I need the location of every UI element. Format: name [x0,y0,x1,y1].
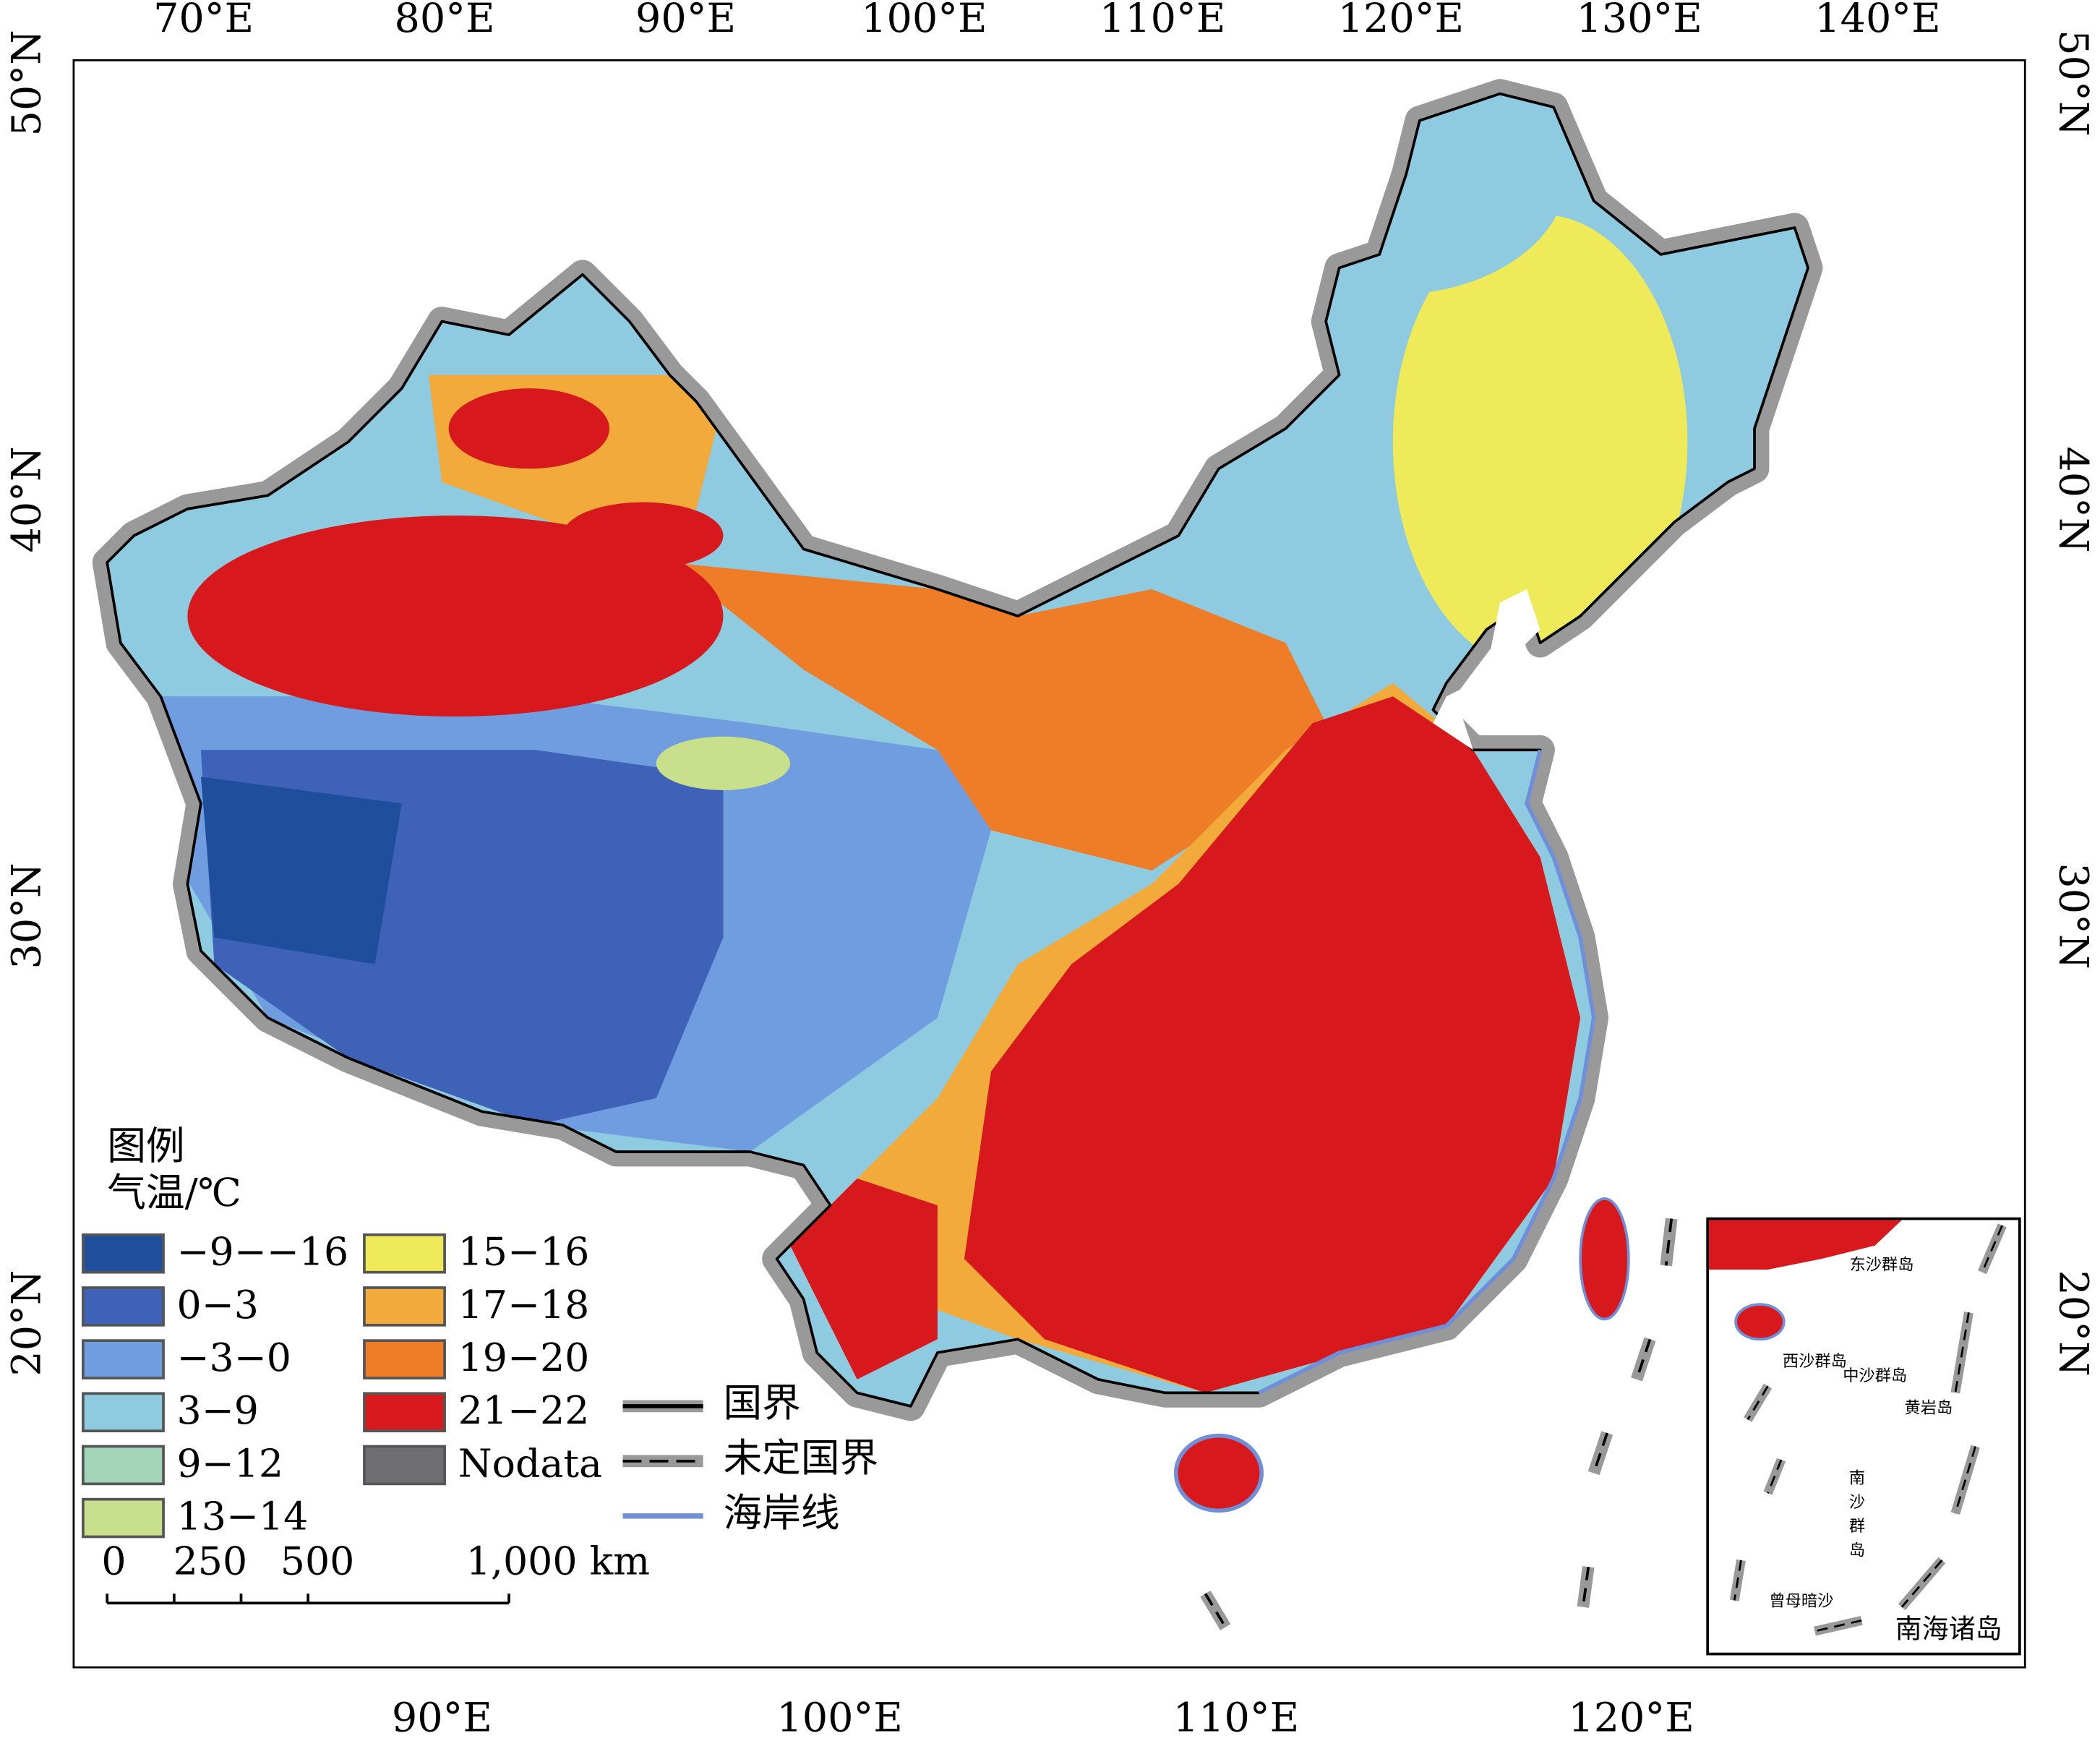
top-axis-label: 140°E [1814,0,1940,42]
hainan [1173,1433,1264,1513]
legend-label: 3−9 [177,1387,259,1433]
inset-border [1767,1459,1783,1494]
zone [448,388,609,469]
inset-label: 东沙群岛 [1850,1255,1914,1274]
legend-swatch [82,1445,165,1486]
zone [187,516,724,716]
legend-label: 17−18 [458,1282,590,1327]
legend-swatch [82,1392,165,1433]
legend-label: −3−0 [177,1335,291,1380]
undetermined-border [1204,1593,1227,1628]
top-axis-label: 80°E [395,0,495,42]
legend-swatch [363,1445,446,1486]
scale-label: 1,000 km [466,1538,650,1583]
zone [562,502,724,570]
legend-label: 15−16 [458,1229,590,1275]
map-frame [72,59,2026,1669]
inset-frame [1706,1217,2021,1656]
inset-title: 南海诸岛 [1895,1614,2002,1645]
legend-swatch [82,1233,165,1274]
legend-label: −9−−16 [177,1229,349,1275]
left-axis-label: 40°N [3,446,50,552]
legend-label: 19−20 [458,1335,590,1380]
bottom-axis-label: 90°E [392,1695,492,1741]
top-axis-label: 90°E [635,0,736,42]
zone [964,696,1581,1393]
legend-label: 0−3 [177,1282,259,1327]
legend-label: 9−12 [177,1440,284,1486]
legend-swatch [363,1339,446,1379]
top-axis-label: 110°E [1100,0,1225,42]
bottom-axis-label: 120°E [1568,1695,1694,1741]
inset-border [1747,1385,1769,1421]
inset-border [1981,1225,2004,1273]
inset-border [1814,1619,1862,1633]
inset-border [1954,1312,1970,1393]
inset-border [1954,1446,1977,1514]
left-axis-label: 20°N [3,1270,50,1377]
zone [669,562,1340,870]
line-legend-label: 未定国界 [723,1435,878,1481]
legend-swatch [82,1339,165,1379]
scale-label: 500 [280,1538,355,1583]
zone [656,736,791,790]
undetermined-border [1664,1218,1673,1266]
top-axis-label: 130°E [1576,0,1702,42]
zone [200,777,402,964]
right-axis-label: 40°N [2050,446,2097,552]
right-axis-label: 50°N [2050,30,2097,136]
legend-swatch [363,1233,446,1274]
inset-land [1709,1220,1902,1270]
legend-title: 图例 [107,1123,184,1168]
line-legend-label: 海岸线 [723,1490,839,1536]
undetermined-border [1582,1566,1590,1608]
right-axis-label: 20°N [2050,1270,2097,1377]
inset-label: 曾母暗沙 [1769,1591,1833,1610]
top-axis-label: 120°E [1338,0,1464,42]
legend-swatch [363,1286,446,1327]
inset-hainan [1734,1303,1786,1341]
legend-label: 13−14 [177,1493,309,1539]
coastline [1258,749,1596,1395]
inset-label: 中沙群岛 [1843,1366,1907,1385]
inset-border [1900,1560,1943,1608]
bottom-axis-label: 100°E [776,1695,902,1741]
top-axis-label: 100°E [861,0,987,42]
inset-label: 南沙群岛 [1846,1469,1865,1566]
undetermined-border [1592,1432,1608,1474]
bottom-axis-label: 110°E [1173,1695,1299,1741]
zone [790,1179,938,1379]
inset-border [1733,1560,1742,1601]
scale-label: 0 [101,1538,126,1583]
legend-swatch [363,1392,446,1433]
inset-label: 黄岩岛 [1905,1399,1953,1418]
legend-swatch [82,1286,165,1327]
line-legend-label: 国界 [723,1380,800,1426]
legend-label: Nodata [458,1440,602,1486]
right-axis-label: 30°N [2050,863,2097,969]
taiwan [1579,1197,1630,1321]
scale-label: 250 [173,1538,248,1583]
legend-label: 21−22 [458,1387,590,1433]
inset-label: 西沙群岛 [1783,1352,1847,1371]
legend-subtitle: 气温/℃ [107,1170,241,1215]
left-axis-label: 30°N [3,863,50,969]
left-axis-label: 50°N [3,30,50,136]
undetermined-border [1635,1338,1652,1380]
zone [1392,214,1688,670]
bohai-sea [1433,589,1540,750]
top-axis-label: 70°E [153,0,254,42]
temperature-field [107,93,1809,1406]
legend-swatch [82,1497,165,1539]
